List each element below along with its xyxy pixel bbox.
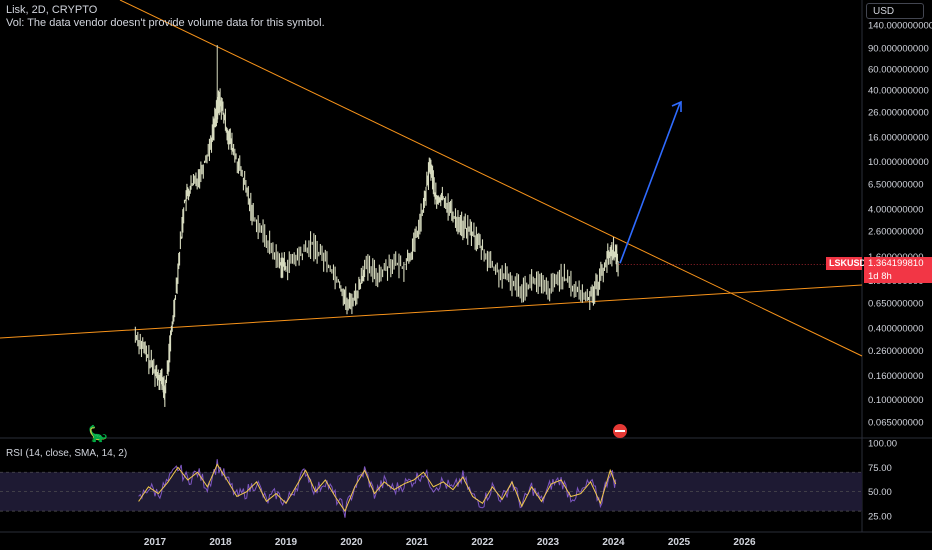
price-tick-label: 10.000000000 (868, 157, 929, 168)
grid (0, 0, 932, 533)
price-tick-label: 0.260000000 (868, 346, 923, 357)
price-tick-label: 0.400000000 (868, 324, 923, 335)
time-tick-label: 2018 (209, 537, 232, 548)
time-tick-label: 2021 (406, 537, 429, 548)
price-tick-label: 26.000000000 (868, 108, 929, 119)
time-tick-label: 2019 (275, 537, 298, 548)
price-tick-label: 0.100000000 (868, 395, 923, 406)
symbol-title: Lisk, 2D, CRYPTO (6, 4, 98, 16)
time-tick-label: 2025 (668, 537, 691, 548)
time-tick-label: 2023 (537, 537, 560, 548)
ascending-trendline (0, 284, 863, 339)
axes: 140.000000000 90.000000000 60.000000000 40.… (144, 21, 932, 549)
current-price: 1.364199810 (868, 258, 924, 269)
rsi-tick-label: 100.00 (868, 439, 897, 450)
currency-button[interactable]: USD (866, 3, 924, 19)
descending-trendline (119, 0, 863, 357)
markers: 🦕 (88, 424, 627, 443)
dino-logo-icon: 🦕 (88, 424, 108, 443)
trendlines (0, 0, 863, 357)
rsi-pane (0, 459, 862, 518)
time-tick-label: 2020 (340, 537, 363, 548)
time-tick-label: 2024 (602, 537, 625, 548)
price-tick-label: 0.650000000 (868, 298, 923, 309)
rsi-tick-label: 75.00 (868, 463, 892, 474)
price-candles (134, 45, 862, 407)
price-tick-label: 0.160000000 (868, 371, 923, 382)
price-tick-label: 2.600000000 (868, 227, 923, 238)
price-tick-label: 16.000000000 (868, 133, 929, 144)
countdown: 1d 8h (868, 271, 892, 282)
time-tick-label: 2026 (733, 537, 756, 548)
rsi-legend: RSI (14, close, SMA, 14, 2) (6, 448, 128, 459)
projection-arrow-head (671, 100, 682, 112)
rsi-sma-line (138, 463, 617, 513)
time-tick-label: 2022 (471, 537, 494, 548)
price-tick-label: 6.500000000 (868, 179, 923, 190)
rsi-tick-label: 50.00 (868, 487, 892, 498)
volume-note: Vol: The data vendor doesn't provide vol… (6, 17, 325, 29)
rsi-tick-label: 25.00 (868, 512, 892, 523)
price-label: LSKUSD (826, 257, 866, 270)
price-tick-label: 4.000000000 (868, 204, 923, 215)
price-tick-label: 90.000000000 (868, 43, 929, 54)
price-tick-label: 60.000000000 (868, 64, 929, 75)
price-tick-label: 0.065000000 (868, 418, 923, 429)
projection-arrow (619, 100, 682, 264)
price-tick-label: 40.000000000 (868, 85, 929, 96)
projection-arrow-shaft (619, 102, 681, 264)
price-value-label: 1.364199810 1d 8h (864, 257, 932, 283)
time-tick-label: 2017 (144, 537, 167, 548)
price-tick-label: 140.000000000 (868, 21, 932, 32)
